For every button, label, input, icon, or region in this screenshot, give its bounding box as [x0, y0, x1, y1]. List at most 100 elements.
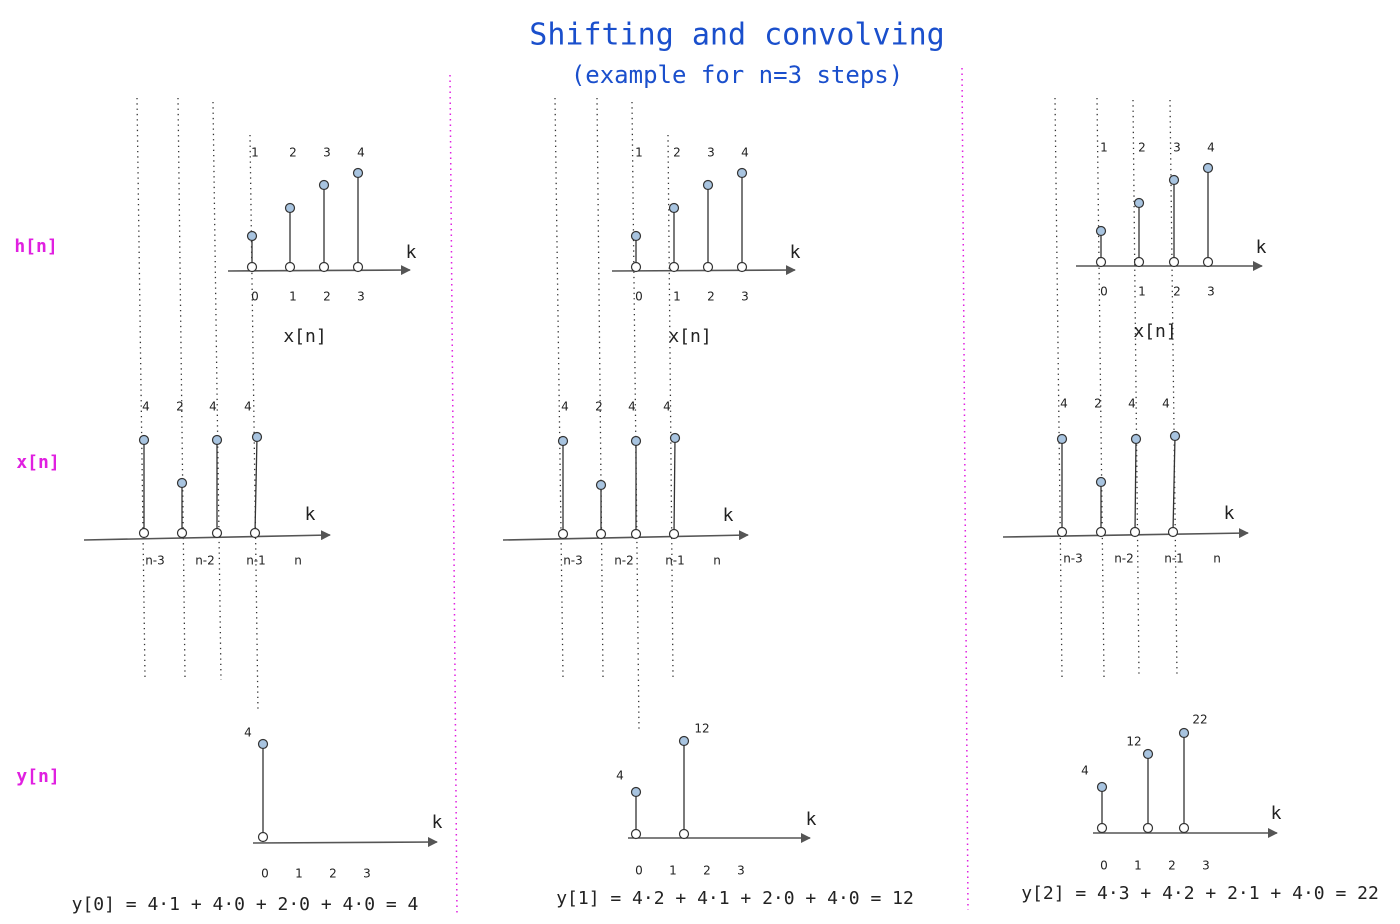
value-label: 4: [741, 146, 749, 160]
value-label: 4: [1060, 397, 1068, 411]
index-label: 3: [357, 290, 365, 304]
guide-line: [177, 97, 186, 678]
value-label: 4: [244, 400, 252, 414]
stem-base: [630, 828, 642, 840]
guide-line: [554, 97, 564, 678]
value-label: 4: [1128, 397, 1136, 411]
value-label: 1: [635, 146, 643, 160]
axis: [611, 265, 796, 276]
stem-base: [138, 527, 150, 539]
value-label: 4: [561, 400, 569, 414]
stem-base: [678, 828, 690, 840]
stem-base: [1129, 526, 1141, 538]
axis: [502, 530, 749, 541]
value-label: 3: [1173, 141, 1181, 155]
index-label: 2: [703, 864, 711, 878]
guide-line: [631, 101, 640, 731]
stem-head: [595, 479, 607, 491]
index-label: n-1: [665, 554, 685, 568]
caption: x[n]: [668, 326, 711, 347]
stem: [254, 436, 258, 534]
axis-label: k: [1224, 503, 1235, 524]
axis-label: k: [790, 242, 801, 263]
guide-line: [1096, 97, 1105, 678]
axis-label: k: [806, 809, 817, 830]
stem: [673, 437, 676, 535]
stem-base: [1142, 822, 1154, 834]
value-label: 2: [289, 146, 297, 160]
index-label: 3: [1202, 859, 1210, 873]
value-label: 4: [244, 726, 252, 740]
value-label: 2: [176, 400, 184, 414]
stem-head: [257, 738, 269, 750]
axis-label: k: [723, 505, 734, 526]
index-label: n-3: [563, 554, 583, 568]
value-label: 12: [694, 722, 709, 736]
stem-head: [138, 434, 150, 446]
value-label: 4: [1162, 397, 1170, 411]
stem-base: [630, 261, 642, 273]
index-label: n: [713, 554, 721, 568]
axis-label: k: [432, 812, 443, 833]
guide-line: [667, 134, 674, 678]
axis: [83, 530, 331, 541]
stem-base: [176, 527, 188, 539]
guide-line: [212, 101, 222, 681]
index-label: n-1: [246, 554, 266, 568]
value-label: 4: [1081, 764, 1089, 778]
index-label: 3: [363, 867, 371, 881]
stem-base: [246, 261, 258, 273]
caption: x[n]: [283, 326, 326, 347]
value-label: 4: [663, 400, 671, 414]
index-label: 1: [1138, 285, 1146, 299]
value-label: 4: [628, 400, 636, 414]
stem-head: [176, 477, 188, 489]
stem-base: [284, 261, 296, 273]
subtitle: (example for n=3 steps): [571, 61, 903, 89]
stem-base: [595, 528, 607, 540]
index-label: 0: [635, 290, 643, 304]
stem-base: [668, 528, 680, 540]
stem-base: [736, 261, 748, 273]
index-label: 0: [635, 864, 643, 878]
index-label: 1: [295, 867, 303, 881]
index-label: 2: [1168, 859, 1176, 873]
value-label: 2: [1094, 397, 1102, 411]
axis-label: k: [1271, 803, 1282, 824]
value-label: 1: [251, 146, 259, 160]
index-label: n-3: [145, 554, 165, 568]
stem: [1172, 435, 1176, 533]
equation: y[1] = 4·2 + 4·1 + 2·0 + 4·0 = 12: [556, 888, 914, 909]
stem-head: [1096, 781, 1108, 793]
stem-base: [1096, 822, 1108, 834]
value-label: 2: [1138, 141, 1146, 155]
stem-head: [1142, 748, 1154, 760]
index-label: 3: [1207, 285, 1215, 299]
index-label: 0: [1100, 285, 1108, 299]
guide-line: [1132, 99, 1140, 678]
stem-base: [352, 261, 364, 273]
stem-base: [557, 528, 569, 540]
index-label: 1: [673, 290, 681, 304]
guide-line: [1169, 99, 1178, 678]
stem-head: [318, 179, 330, 191]
value-label: 2: [595, 400, 603, 414]
axis-label: k: [305, 504, 316, 525]
equation: y[0] = 4·1 + 4·0 + 2·0 + 4·0 = 4: [72, 894, 419, 915]
stem-head: [1056, 433, 1068, 445]
index-label: 2: [329, 867, 337, 881]
stem-head: [1133, 197, 1145, 209]
index-label: n-1: [1164, 552, 1184, 566]
stem-base: [211, 527, 223, 539]
index-label: 2: [707, 290, 715, 304]
stem-base: [1133, 256, 1145, 268]
stem-base: [1178, 822, 1190, 834]
index-label: 0: [251, 290, 259, 304]
guide-line: [1054, 97, 1063, 678]
stem-base: [1202, 256, 1214, 268]
value-label: 4: [616, 769, 624, 783]
stem-base: [1167, 526, 1179, 538]
stem-head: [630, 230, 642, 242]
axis: [227, 265, 411, 276]
stem-base: [1168, 256, 1180, 268]
